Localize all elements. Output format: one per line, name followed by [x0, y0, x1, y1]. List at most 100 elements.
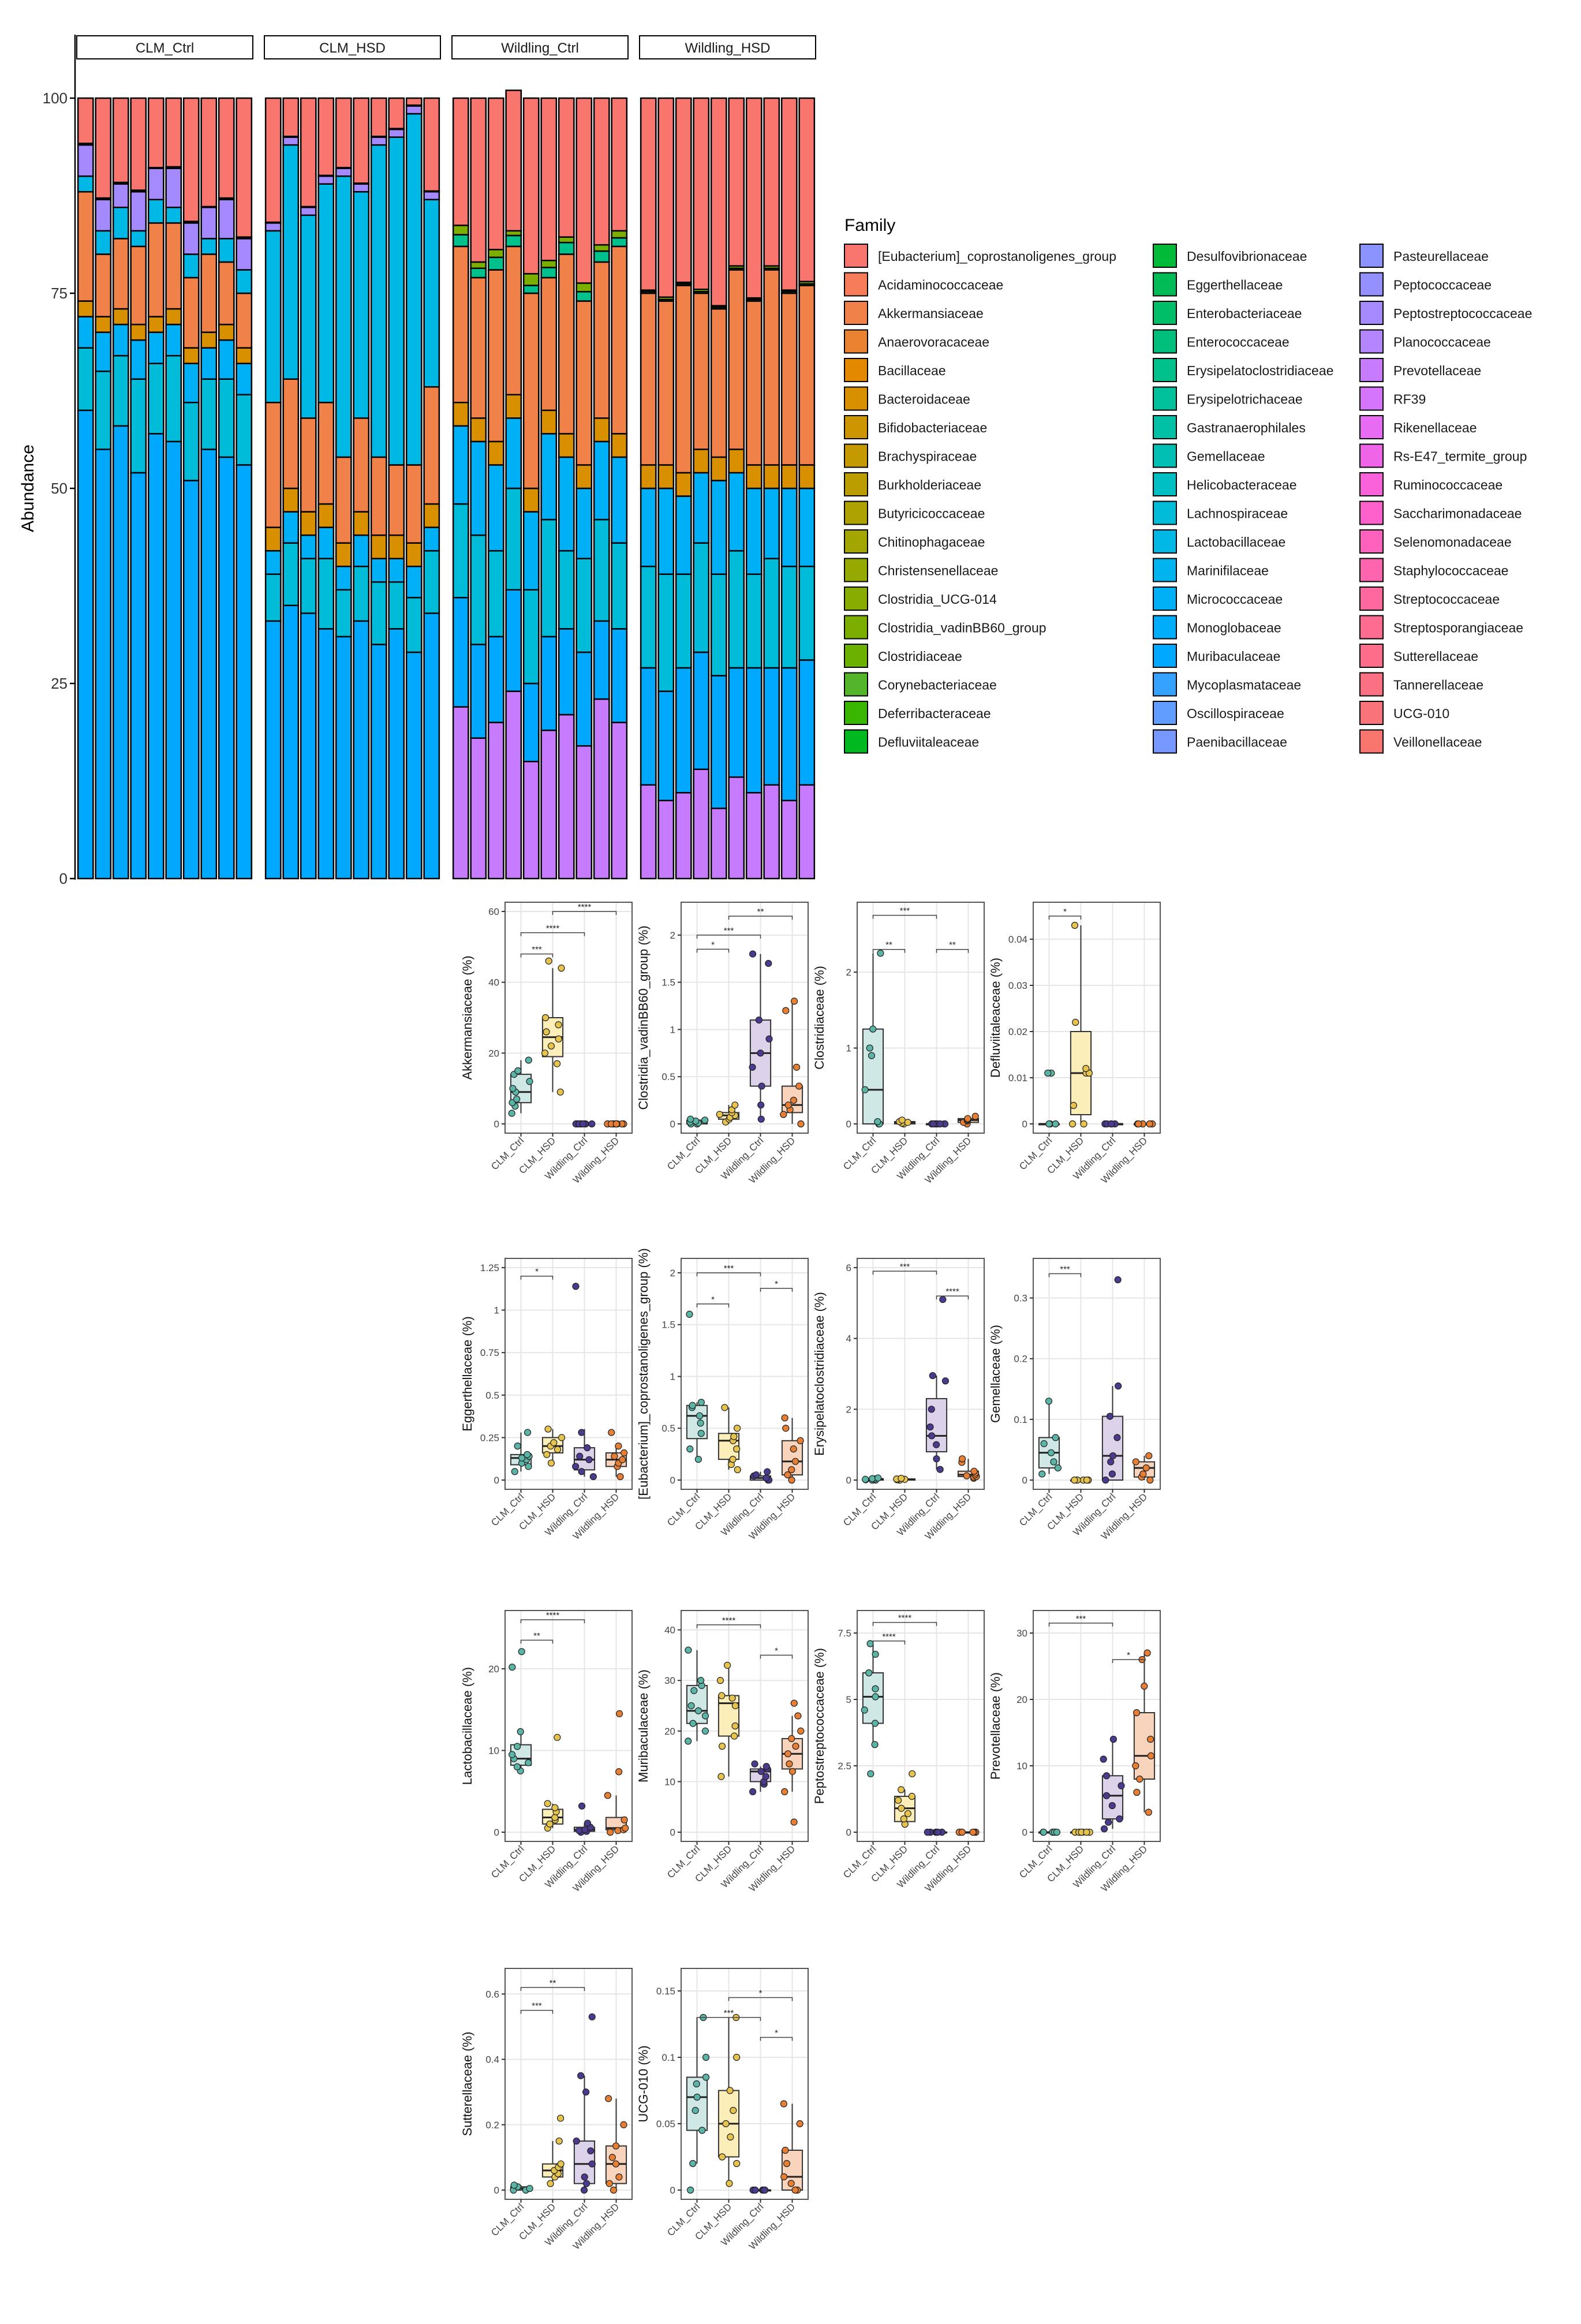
- data-point: [509, 1663, 516, 1671]
- bar-segment: [405, 464, 423, 544]
- data-point: [718, 1692, 726, 1699]
- legend-item: Mycoplasmataceae: [1153, 672, 1301, 697]
- bar-segment: [470, 267, 487, 279]
- box: [686, 1310, 708, 1463]
- data-point: [518, 1648, 525, 1656]
- stacked-bar: [745, 97, 763, 880]
- data-point: [780, 2173, 788, 2181]
- y-tick-label: 0: [494, 1119, 499, 1130]
- facet-strip-label: Wildling_Ctrl: [501, 40, 579, 56]
- bar-segment: [165, 354, 182, 443]
- legend-item: Anaerovoracaceae: [844, 329, 989, 354]
- bar-segment: [218, 97, 235, 199]
- bar-segment: [798, 487, 816, 567]
- bar-segment: [640, 565, 657, 669]
- bracket-line: [520, 1275, 554, 1280]
- stacked-bar: [575, 97, 593, 880]
- bar-segment: [745, 97, 763, 299]
- bar-segment: [300, 558, 317, 614]
- stacked-bar: [763, 97, 780, 880]
- bar-segment: [95, 199, 112, 232]
- data-point: [588, 1120, 596, 1128]
- data-point: [787, 2180, 795, 2187]
- data-point: [1045, 1398, 1053, 1405]
- panel-border: [681, 902, 809, 1134]
- significance-bracket: *: [760, 1646, 793, 1659]
- box: [573, 1802, 596, 1836]
- bar-segment: [558, 253, 575, 435]
- legend-item: Defluviitaleaceae: [844, 729, 979, 754]
- bar-segment: [540, 259, 558, 268]
- bar-segment: [264, 402, 282, 528]
- bar-segment: [575, 300, 593, 466]
- bar-segment: [452, 234, 469, 248]
- legend-swatch: [1359, 301, 1384, 325]
- bar-segment: [745, 300, 763, 466]
- y-tick-label: 0.1: [661, 2052, 675, 2063]
- significance-label: ****: [898, 1613, 912, 1623]
- bracket-line: [728, 1997, 793, 2001]
- data-point: [615, 2173, 623, 2181]
- box: [605, 1429, 628, 1481]
- data-point: [555, 1021, 562, 1029]
- significance-bracket: ****: [696, 1616, 761, 1628]
- legend-label: Marinifilaceae: [1187, 563, 1269, 578]
- data-point: [929, 1372, 936, 1380]
- data-point: [718, 1742, 726, 1750]
- data-point: [612, 2160, 620, 2168]
- legend-label: Planococcaceae: [1393, 335, 1491, 350]
- bar-segment: [335, 167, 352, 177]
- legend-label: Helicobacteraceae: [1187, 477, 1297, 492]
- bar-segment: [558, 628, 575, 716]
- data-point: [622, 1824, 629, 1832]
- data-point: [1082, 1064, 1090, 1073]
- data-point: [604, 1792, 611, 1799]
- bar-segment: [147, 97, 165, 169]
- data-point: [780, 2100, 787, 2108]
- panel-border: [1033, 1610, 1161, 1842]
- bar-segment: [112, 97, 129, 184]
- bracket-line: [520, 1987, 585, 1991]
- legend-swatch: [1153, 329, 1177, 354]
- significance-label: ****: [546, 924, 560, 933]
- bar-segment: [200, 97, 218, 208]
- data-point: [696, 1412, 704, 1419]
- bar-segment: [675, 495, 692, 575]
- significance-label: ***: [724, 926, 734, 936]
- stacked-bar: [388, 97, 405, 880]
- legend-swatch: [1359, 729, 1384, 754]
- significance-label: *: [1127, 1650, 1130, 1660]
- significance-bracket: ****: [872, 1632, 906, 1645]
- bar-segment: [487, 249, 504, 259]
- y-axis-title: Abundance: [18, 444, 38, 532]
- bar-segment: [505, 487, 522, 591]
- y-tick-label: 0.5: [661, 1071, 675, 1082]
- bar-segment: [264, 526, 282, 552]
- panel-border: [857, 1258, 985, 1490]
- significance-label: ***: [900, 1262, 910, 1272]
- significance-label: **: [757, 907, 764, 917]
- bar-segment: [236, 292, 253, 349]
- bar-segment: [264, 97, 282, 223]
- data-point: [525, 1463, 532, 1470]
- data-point: [573, 2137, 580, 2145]
- legend-label: Peptococcaceae: [1393, 278, 1492, 293]
- data-point: [547, 1042, 555, 1050]
- bar-segment: [540, 729, 558, 880]
- data-point: [929, 1120, 937, 1128]
- panel-border: [857, 1610, 985, 1842]
- y-tick-label: 25: [51, 675, 68, 692]
- legend-label: Anaerovoracaceae: [878, 335, 989, 350]
- data-point: [1107, 1458, 1115, 1466]
- bar-segment: [405, 105, 423, 115]
- data-point: [790, 1445, 797, 1453]
- bar-segment: [593, 261, 610, 419]
- bar-segment: [264, 620, 282, 880]
- data-point: [796, 2120, 803, 2128]
- bar-segment: [728, 472, 745, 552]
- bar-segment: [147, 316, 165, 333]
- box: [780, 2100, 803, 2194]
- bar-segment: [452, 503, 469, 599]
- bar-segment: [540, 277, 558, 412]
